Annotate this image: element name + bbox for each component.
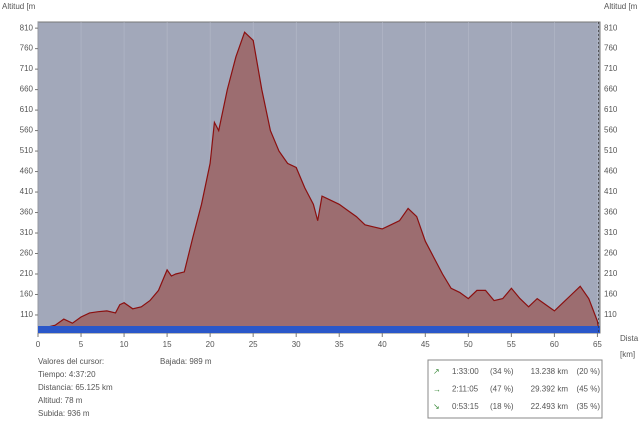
x-tick-label: 40 <box>378 340 387 349</box>
stats-cell: 2:11:05 <box>452 385 479 394</box>
y-tick-label-right: 410 <box>604 187 618 196</box>
base-band <box>38 326 600 333</box>
y-tick-label-right: 660 <box>604 85 618 94</box>
cursor-line-text: Distancia: 65.125 km <box>38 383 113 392</box>
y-tick-label: 660 <box>20 85 34 94</box>
x-tick-label: 10 <box>120 340 129 349</box>
stats-cell: (35 %) <box>576 402 600 411</box>
y-tick-label: 610 <box>20 105 34 114</box>
y-tick-label: 560 <box>20 126 34 135</box>
y-tick-label-right: 210 <box>604 269 618 278</box>
x-tick-label: 20 <box>206 340 215 349</box>
y-tick-label: 510 <box>20 146 34 155</box>
x-tick-label: 5 <box>79 340 84 349</box>
stats-cell: (45 %) <box>576 385 600 394</box>
x-tick-label: 65 <box>593 340 602 349</box>
profile-line <box>37 31 600 329</box>
y-tick-label: 110 <box>20 310 33 319</box>
stats-cell: (20 %) <box>576 367 600 376</box>
arrow-down: ↘ <box>433 402 440 411</box>
x-axis-unit: [km] <box>620 350 635 359</box>
y-tick-label: 710 <box>20 64 34 73</box>
x-tick-label: 55 <box>507 340 516 349</box>
stats-cell: 22.493 km <box>531 402 569 411</box>
x-tick-label: 60 <box>550 340 559 349</box>
descent: Bajada: 989 m <box>160 357 212 366</box>
y-tick-label: 310 <box>20 228 34 237</box>
arrow-up: ↗ <box>433 367 440 376</box>
y-tick-label: 410 <box>20 187 34 196</box>
stats-cell: 0:53:15 <box>452 402 479 411</box>
x-tick-label: 15 <box>163 340 172 349</box>
y-tick-label: 760 <box>20 44 34 53</box>
x-tick-label: 45 <box>421 340 430 349</box>
y-tick-label: 160 <box>20 290 34 299</box>
y-tick-label-right: 610 <box>604 105 618 114</box>
stats-cell: (18 %) <box>490 402 514 411</box>
stats-cell: (47 %) <box>490 385 514 394</box>
cursor-line-text: Subida: 936 m <box>38 409 90 418</box>
y-tick-label-right: 360 <box>604 208 618 217</box>
y-tick-label-right: 460 <box>604 167 618 176</box>
x-tick-label: 30 <box>292 340 301 349</box>
x-tick-label: 50 <box>464 340 473 349</box>
y-tick-label-right: 310 <box>604 228 618 237</box>
y-tick-label: 360 <box>20 208 34 217</box>
arrow-flat: → <box>433 385 441 394</box>
y-tick-label-right: 710 <box>604 64 618 73</box>
cursor-line-text: Altitud: 78 m <box>38 396 83 405</box>
stats-cell: (34 %) <box>490 367 514 376</box>
stats-cell: 1:33:00 <box>452 367 479 376</box>
cursor-line-text: Tiempo: 4:37:20 <box>38 370 96 379</box>
x-tick-label: 25 <box>249 340 258 349</box>
stats-box <box>427 359 603 419</box>
y-tick-label: 810 <box>20 23 34 32</box>
stats-cell: 13.238 km <box>531 367 569 376</box>
y-tick-label: 210 <box>20 269 34 278</box>
y-tick-label-right: 260 <box>604 249 618 258</box>
stats-cell: 29.392 km <box>531 385 569 394</box>
y-tick-label-right: 510 <box>604 146 618 155</box>
x-tick-label: 35 <box>335 340 344 349</box>
y-tick-label-right: 160 <box>604 290 618 299</box>
y-tick-label-right: 560 <box>604 126 618 135</box>
y-tick-label-right: 810 <box>604 23 618 32</box>
y-tick-label: 260 <box>20 249 34 258</box>
y-tick-label-right: 760 <box>604 44 618 53</box>
y-axis-label-left: Altitud [m <box>2 2 36 11</box>
x-axis-label: Dista <box>620 334 639 343</box>
y-tick-label: 460 <box>20 167 34 176</box>
y-axis-label-right: Altitud [m <box>604 2 638 11</box>
cursor-heading: Valores del cursor: <box>38 357 104 366</box>
x-tick-label: 0 <box>36 340 41 349</box>
y-tick-label-right: 110 <box>604 310 617 319</box>
area-fill <box>38 32 599 329</box>
